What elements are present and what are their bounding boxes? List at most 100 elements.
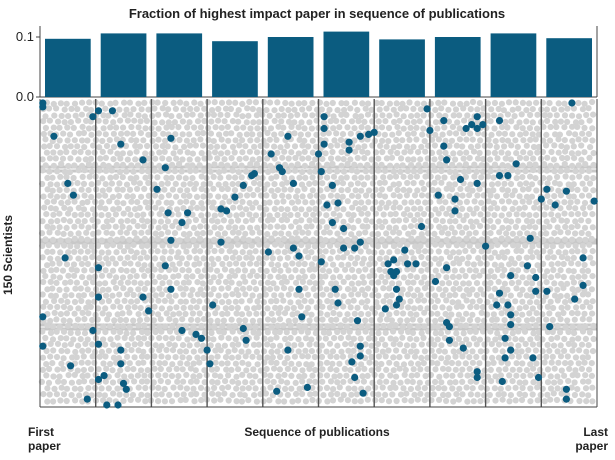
background-dot bbox=[364, 124, 371, 132]
background-dot bbox=[247, 224, 254, 231]
background-dot bbox=[64, 199, 71, 206]
background-dot bbox=[114, 298, 121, 305]
background-dot bbox=[95, 117, 102, 124]
background-dot bbox=[83, 117, 90, 124]
background-dot bbox=[111, 317, 118, 324]
background-dot bbox=[354, 154, 361, 162]
background-dot bbox=[211, 372, 219, 379]
background-dot bbox=[487, 279, 494, 286]
background-dot bbox=[469, 286, 476, 293]
background-dot bbox=[527, 173, 534, 180]
background-dot bbox=[186, 156, 193, 163]
background-dot bbox=[408, 113, 415, 120]
background-dot bbox=[211, 236, 218, 243]
background-dot bbox=[225, 174, 232, 181]
background-dot bbox=[115, 355, 122, 362]
background-dot bbox=[343, 174, 350, 181]
background-dot bbox=[520, 224, 527, 231]
background-dot bbox=[293, 390, 300, 397]
background-dot bbox=[590, 150, 597, 157]
background-dot bbox=[48, 267, 55, 274]
background-dot bbox=[265, 168, 272, 175]
background-dot bbox=[499, 249, 506, 256]
background-dot bbox=[254, 272, 261, 280]
background-dot bbox=[405, 230, 412, 237]
background-dot bbox=[399, 323, 406, 331]
background-dot bbox=[263, 206, 270, 213]
background-dot bbox=[434, 125, 441, 132]
background-dot bbox=[310, 211, 317, 218]
background-dot bbox=[128, 198, 135, 205]
background-dot bbox=[400, 385, 407, 392]
background-dot bbox=[501, 130, 508, 137]
background-dot bbox=[97, 204, 104, 211]
background-dot bbox=[379, 384, 386, 391]
background-dot bbox=[438, 342, 445, 349]
background-dot bbox=[210, 111, 217, 118]
background-dot bbox=[421, 285, 429, 292]
background-dot bbox=[268, 298, 275, 305]
background-dot bbox=[324, 185, 331, 193]
background-dot bbox=[309, 112, 316, 119]
background-dot bbox=[344, 311, 351, 318]
background-dot bbox=[249, 156, 256, 163]
background-dot bbox=[420, 100, 428, 107]
background-dot bbox=[135, 384, 142, 391]
background-dot bbox=[295, 261, 302, 268]
background-dot bbox=[200, 130, 207, 137]
background-dot bbox=[568, 150, 576, 157]
background-dot bbox=[120, 285, 127, 292]
background-dot bbox=[145, 192, 152, 199]
background-dot bbox=[408, 199, 415, 206]
background-dot bbox=[310, 324, 317, 331]
background-dot bbox=[526, 161, 533, 168]
background-dot bbox=[354, 304, 361, 311]
background-dot bbox=[39, 167, 46, 174]
background-dot bbox=[505, 198, 512, 205]
background-dot bbox=[211, 161, 218, 168]
background-dot bbox=[217, 111, 224, 118]
background-dot bbox=[491, 149, 498, 156]
background-dot bbox=[395, 130, 402, 137]
background-dot bbox=[334, 107, 341, 114]
highlight-point bbox=[139, 156, 147, 164]
background-dot bbox=[287, 299, 294, 306]
background-dot bbox=[239, 100, 246, 107]
highlight-point bbox=[504, 301, 512, 309]
background-dot bbox=[581, 149, 588, 156]
background-dot bbox=[278, 205, 285, 213]
background-dot bbox=[39, 291, 46, 298]
background-dot bbox=[585, 342, 592, 349]
background-dot bbox=[161, 248, 168, 255]
background-dot bbox=[452, 106, 460, 113]
background-dot bbox=[491, 125, 498, 132]
background-dot bbox=[516, 193, 523, 200]
background-dot bbox=[392, 173, 400, 180]
background-dot bbox=[72, 397, 79, 404]
background-dot bbox=[410, 130, 417, 137]
background-dot bbox=[460, 217, 467, 224]
background-dot bbox=[230, 204, 237, 211]
background-dot bbox=[352, 187, 359, 194]
background-dot bbox=[306, 365, 313, 372]
background-dot bbox=[186, 354, 193, 361]
background-dot bbox=[68, 105, 75, 112]
background-dot bbox=[281, 212, 288, 219]
background-dot bbox=[276, 316, 284, 323]
background-dot bbox=[306, 317, 313, 324]
background-dot bbox=[488, 181, 496, 188]
background-dot bbox=[57, 249, 64, 256]
background-dot bbox=[91, 359, 98, 366]
background-dot bbox=[201, 305, 208, 312]
background-dot bbox=[199, 142, 207, 149]
background-dot bbox=[372, 397, 379, 404]
background-dot bbox=[189, 273, 196, 280]
background-dot bbox=[309, 396, 316, 404]
background-dot bbox=[361, 118, 368, 125]
background-dot bbox=[54, 366, 61, 373]
background-dot bbox=[513, 211, 520, 218]
background-dot bbox=[446, 305, 453, 312]
background-dot bbox=[201, 391, 208, 398]
background-dot bbox=[477, 260, 484, 267]
background-dot bbox=[418, 330, 425, 337]
